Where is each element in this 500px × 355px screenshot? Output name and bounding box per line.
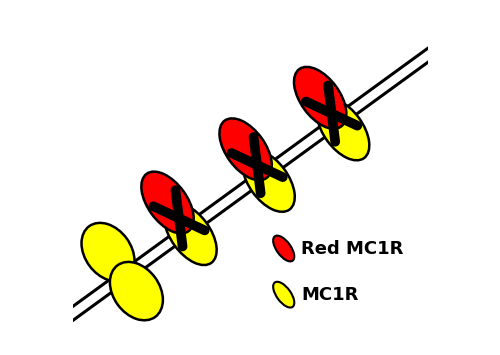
Text: Red MC1R: Red MC1R (302, 240, 404, 257)
Ellipse shape (164, 203, 216, 265)
Ellipse shape (294, 67, 346, 129)
Ellipse shape (273, 282, 294, 307)
Ellipse shape (273, 236, 294, 261)
Ellipse shape (317, 98, 370, 160)
Ellipse shape (242, 150, 295, 212)
Text: MC1R: MC1R (302, 286, 359, 304)
Ellipse shape (82, 223, 134, 281)
Ellipse shape (110, 262, 163, 320)
Ellipse shape (142, 171, 194, 234)
Ellipse shape (220, 118, 272, 180)
